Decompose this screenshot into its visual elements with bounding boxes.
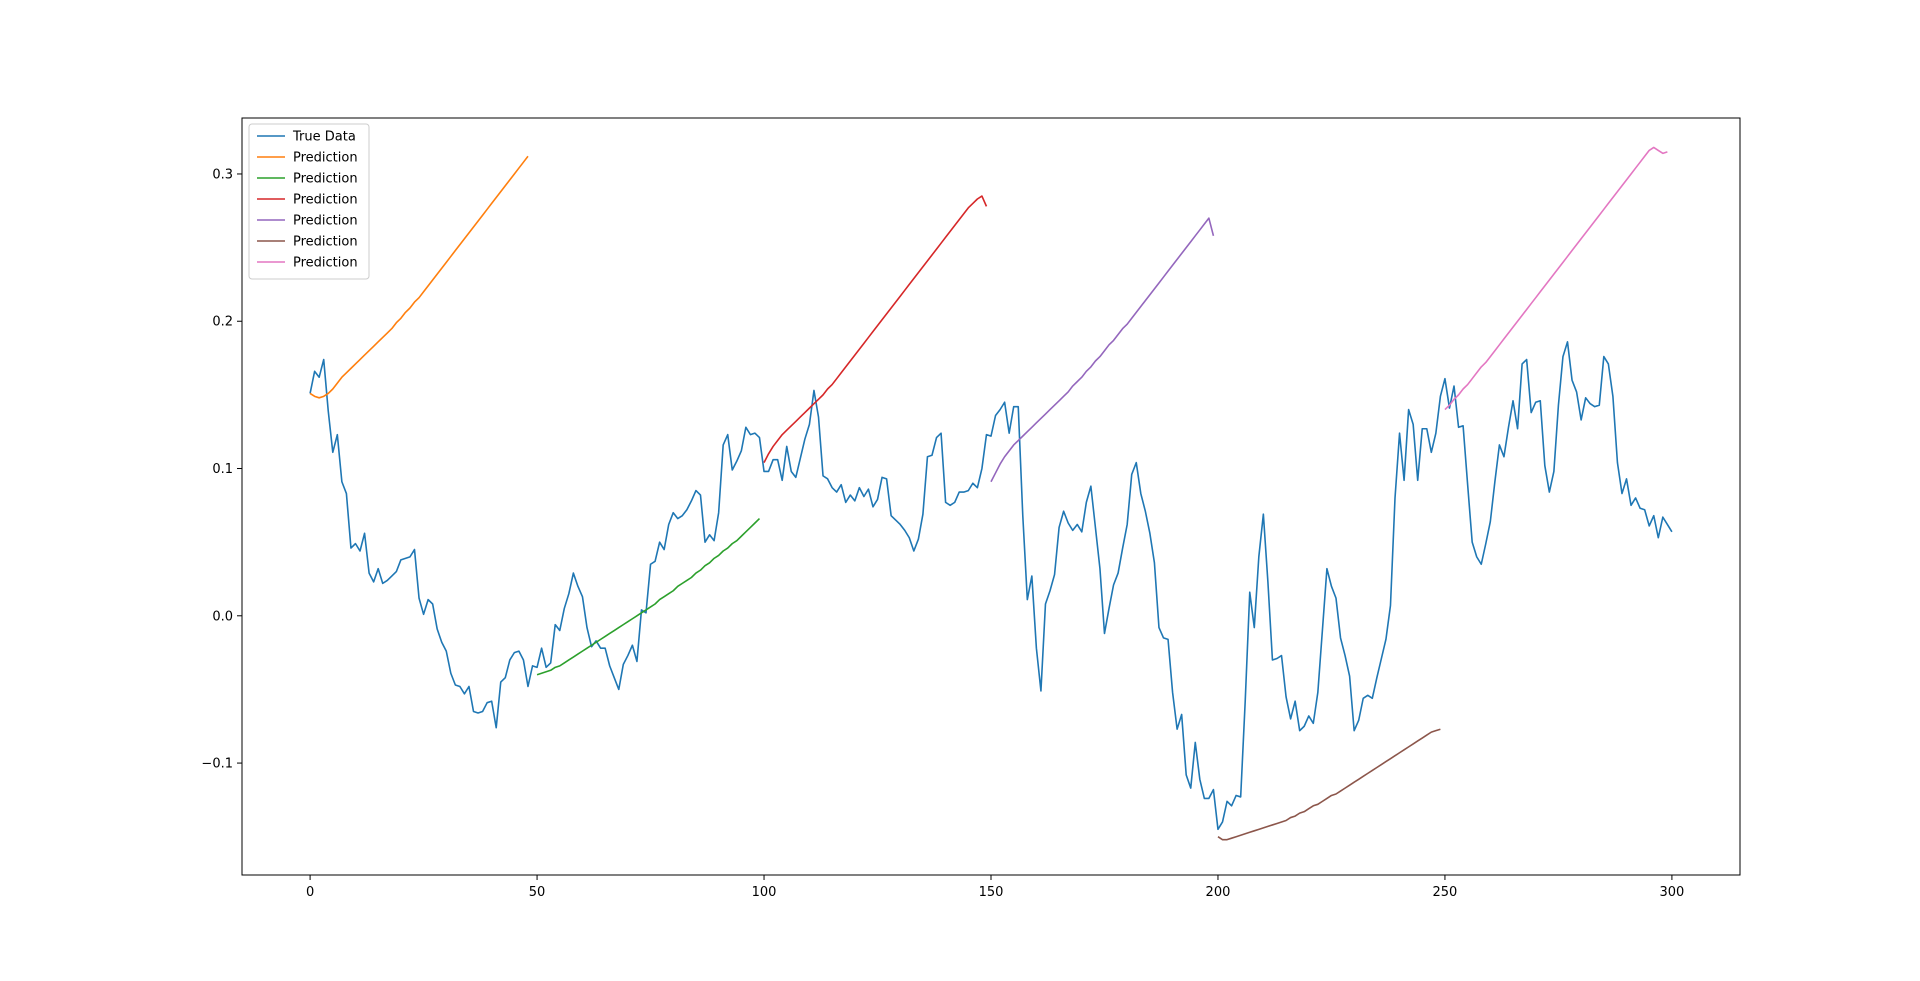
series-line-true-data (309, 341, 1673, 831)
x-tick-label: 250 (1433, 885, 1458, 900)
legend-label: Prediction (293, 172, 358, 187)
y-tick-label: 0.0 (212, 609, 233, 624)
x-axis: 0 50 100 150 200 250 300 (306, 875, 1684, 900)
x-tick-label: 150 (979, 885, 1004, 900)
y-tick-label: −0.1 (201, 757, 233, 772)
x-tick-label: 0 (306, 885, 314, 900)
x-tick-label: 200 (1206, 885, 1231, 900)
series-line-prediction-2 (536, 518, 761, 676)
series-line-prediction-6 (1444, 146, 1668, 411)
legend-label: Prediction (293, 151, 358, 166)
legend-label: Prediction (293, 193, 358, 208)
x-tick-label: 300 (1659, 885, 1684, 900)
series-line-prediction-4 (990, 217, 1215, 483)
y-tick-label: 0.1 (212, 462, 233, 477)
series-layer (309, 146, 1673, 841)
y-tick-label: 0.3 (212, 167, 233, 182)
x-tick-label: 50 (529, 885, 546, 900)
y-tick-label: 0.2 (212, 315, 233, 330)
series-line-prediction-3 (763, 195, 988, 463)
series-line-prediction-5 (1217, 728, 1441, 841)
legend-label: Prediction (293, 235, 358, 250)
y-axis: −0.1 0.0 0.1 0.2 0.3 (201, 167, 242, 772)
legend-label: Prediction (293, 256, 358, 271)
legend: True Data Prediction Prediction Prediction P… (248, 123, 370, 280)
legend-label: Prediction (293, 214, 358, 229)
series-line-prediction-1 (309, 155, 529, 399)
legend-label: True Data (292, 130, 356, 145)
x-tick-label: 100 (752, 885, 777, 900)
